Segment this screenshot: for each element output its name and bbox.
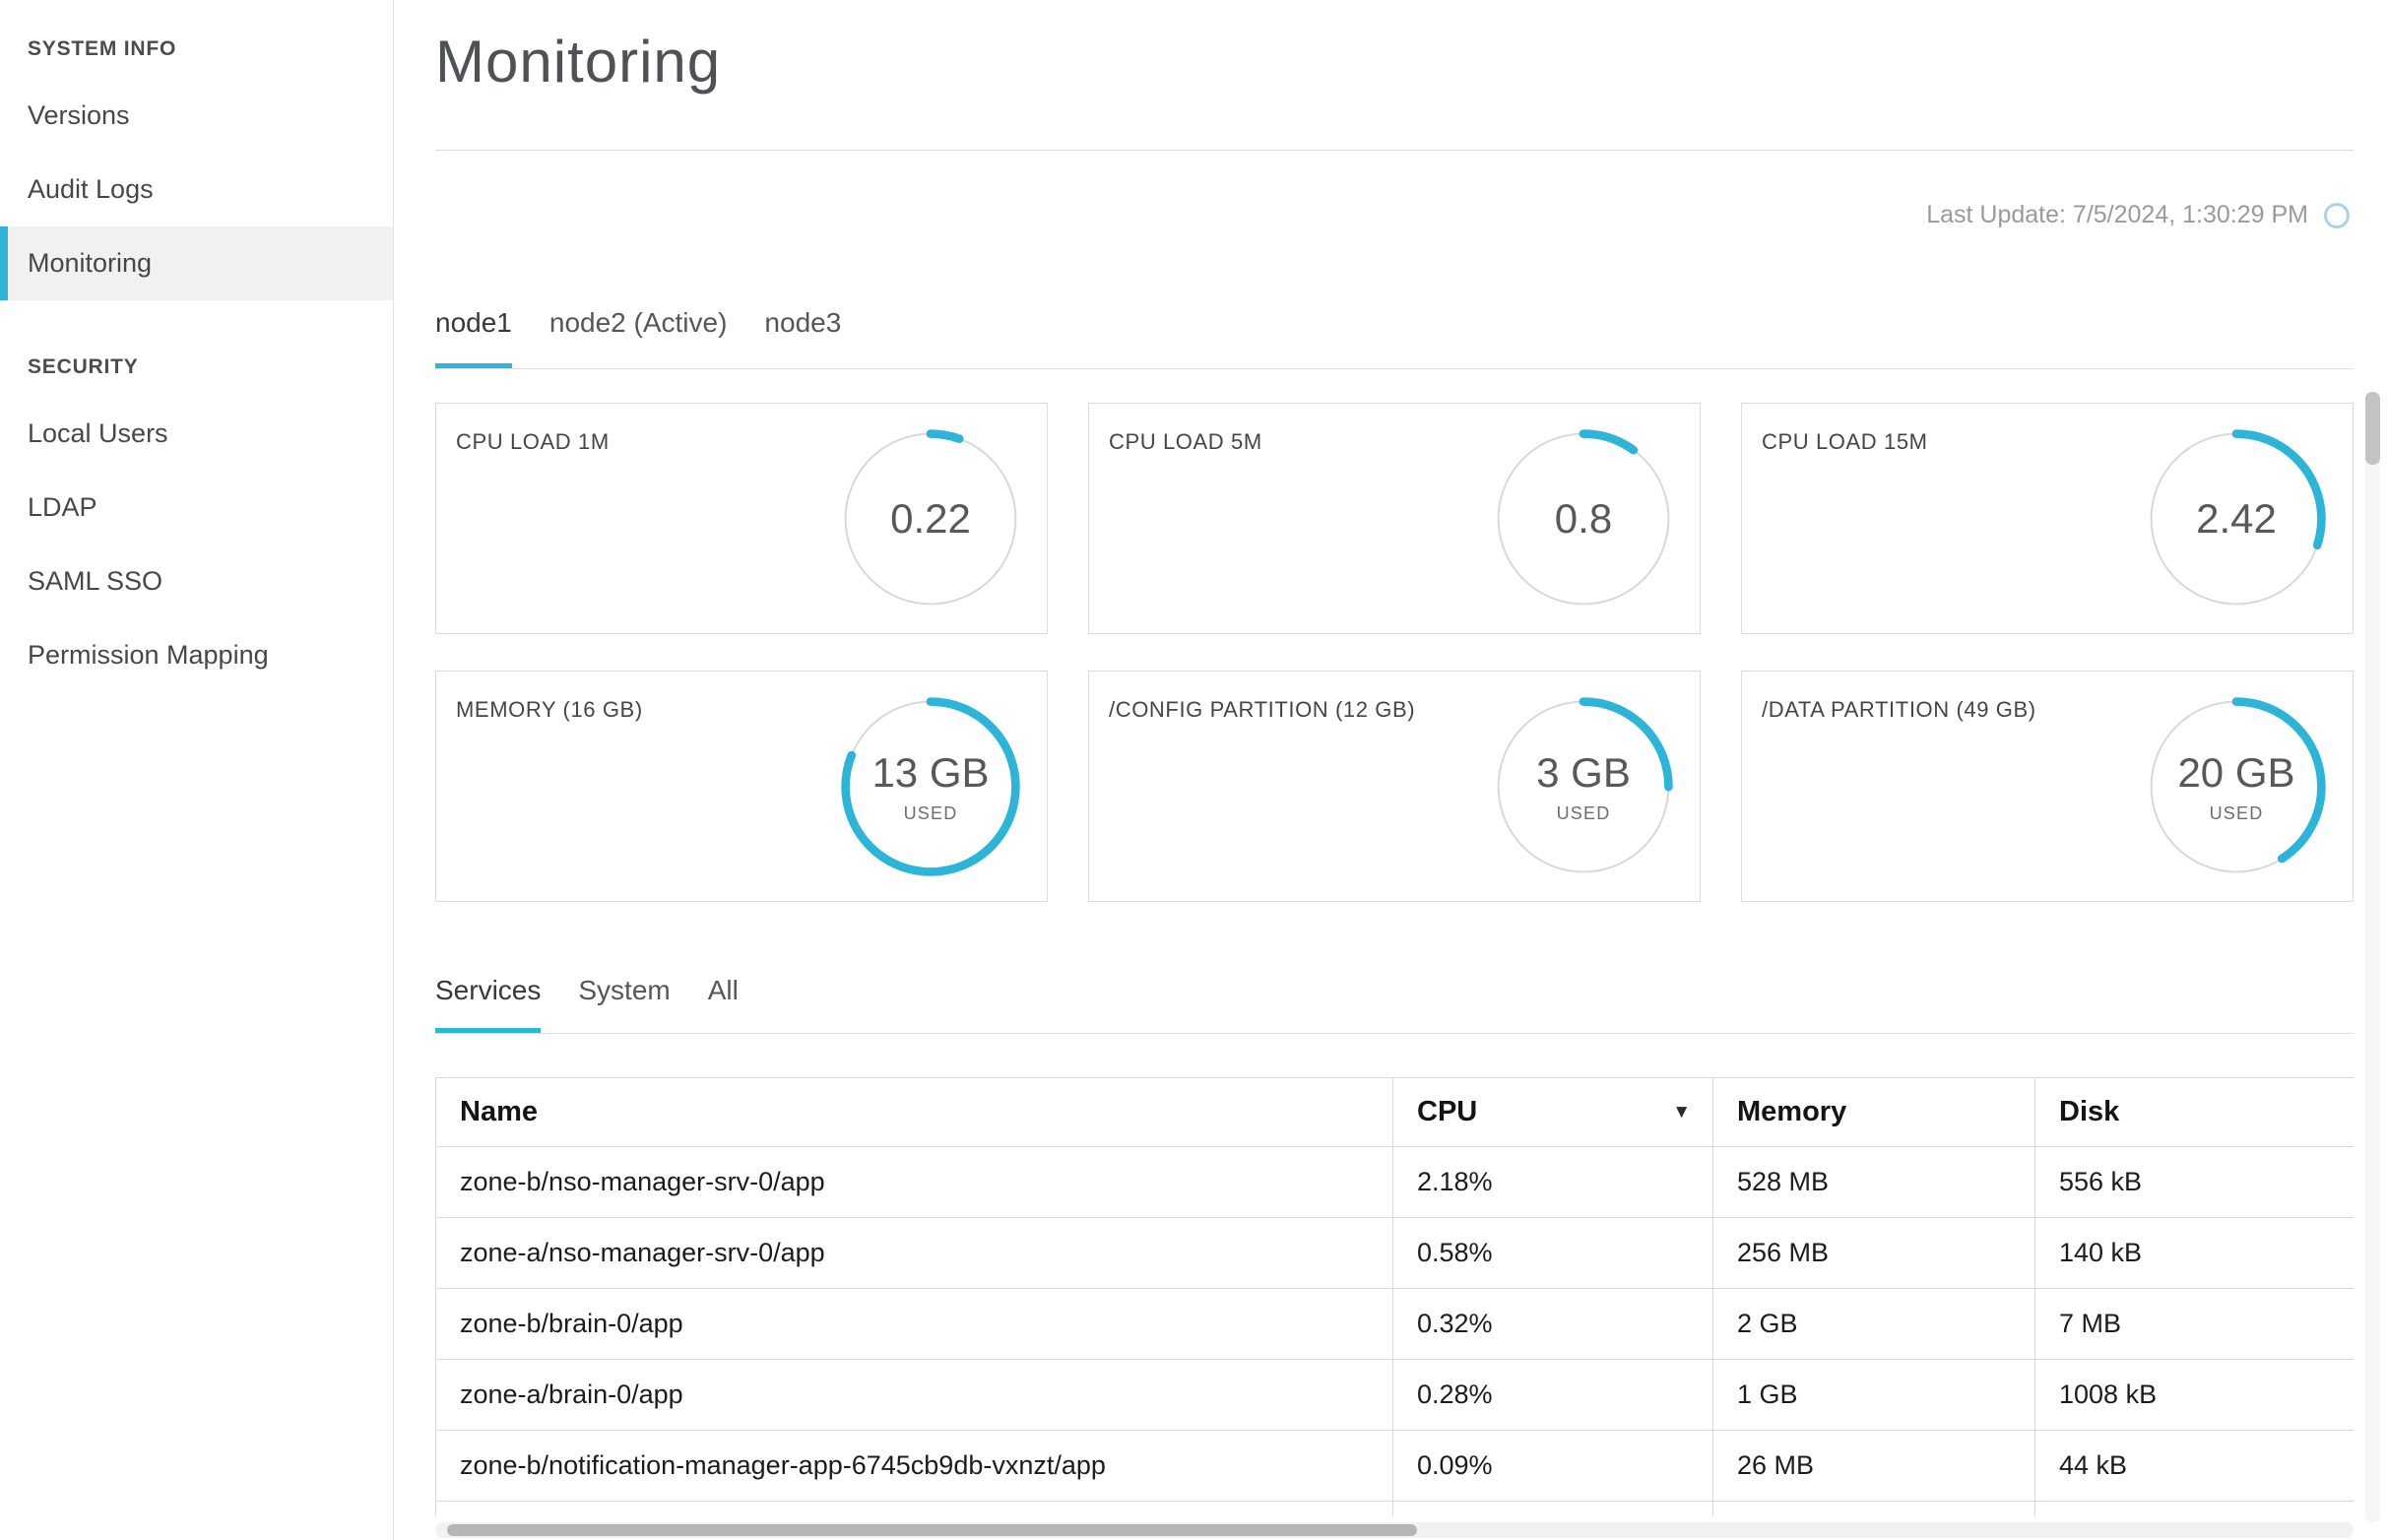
gauge-value: 0.8 <box>1554 495 1613 542</box>
gauge-value: 0.22 <box>890 495 971 542</box>
node-tab-bar: node1 node2 (Active) node3 <box>435 284 2354 369</box>
title-divider <box>435 150 2354 151</box>
gauge-sub-label: USED <box>2209 803 2264 823</box>
cell-memory: 528 MB <box>1712 1146 2035 1218</box>
sidebar-item-monitoring[interactable]: Monitoring <box>0 226 393 300</box>
gauge-sub-label: USED <box>1556 803 1611 823</box>
table-row: zone-b/notification-manager-app-6745cb9d… <box>435 1430 2354 1502</box>
gauge-ring: 0.22 <box>836 424 1025 613</box>
cell-disk: 7 MB <box>2034 1288 2354 1360</box>
services-table-container: Name CPU ▼ Memory Disk zone-b/nso-manage… <box>435 1077 2354 1516</box>
col-header-disk[interactable]: Disk <box>2034 1077 2354 1147</box>
table-row-partial <box>435 1501 2354 1516</box>
sidebar-section-system-info: SYSTEM INFO Versions Audit Logs Monitori… <box>0 30 393 300</box>
cell-memory: 256 MB <box>1712 1217 2035 1289</box>
sidebar-section-title: SYSTEM INFO <box>28 37 177 60</box>
col-header-memory[interactable]: Memory <box>1712 1077 2035 1147</box>
cell-name: zone-a/nso-manager-srv-0/app <box>435 1217 1393 1289</box>
cell-memory: 2 GB <box>1712 1288 2035 1360</box>
gauge-label: CPU LOAD 5M <box>1109 429 1262 454</box>
tab-node3[interactable]: node3 <box>764 307 842 338</box>
table-row: zone-b/nso-manager-srv-0/app 2.18% 528 M… <box>435 1146 2354 1218</box>
gauge-memory: MEMORY (16 GB) 13 GB USED <box>435 671 1048 902</box>
table-header-row: Name CPU ▼ Memory Disk <box>435 1077 2354 1147</box>
refresh-icon[interactable] <box>2324 202 2350 228</box>
cell-name: zone-b/nso-manager-srv-0/app <box>435 1146 1393 1218</box>
sidebar-item-local-users[interactable]: Local Users <box>28 418 168 448</box>
sidebar-item-permission-mapping[interactable]: Permission Mapping <box>28 640 269 670</box>
gauge-config-partition: /CONFIG PARTITION (12 GB) 3 GB USED <box>1088 671 1701 902</box>
col-header-cpu[interactable]: CPU ▼ <box>1392 1077 1713 1147</box>
col-header-cpu-label: CPU <box>1417 1096 1478 1127</box>
gauge-cpu-load-5m: CPU LOAD 5M 0.8 <box>1088 403 1701 634</box>
gauge-cpu-load-1m: CPU LOAD 1M 0.22 <box>435 403 1048 634</box>
gauge-value: 3 GB <box>1536 749 1631 796</box>
gauge-grid: CPU LOAD 1M 0.22 CPU LOAD 5M <box>435 403 2354 902</box>
gauge-cpu-load-15m: CPU LOAD 15M 2.42 <box>1741 403 2354 634</box>
cell-disk: 1008 kB <box>2034 1359 2354 1431</box>
last-update-text: Last Update: 7/5/2024, 1:30:29 PM <box>1926 201 2308 228</box>
cell-cpu: 2.18% <box>1392 1146 1713 1218</box>
sidebar-item-saml-sso[interactable]: SAML SSO <box>28 566 163 596</box>
tab-services[interactable]: Services <box>435 951 542 1033</box>
sidebar-item-ldap[interactable]: LDAP <box>28 492 97 522</box>
cell-disk: 140 kB <box>2034 1217 2354 1289</box>
cell-name: zone-a/brain-0/app <box>435 1359 1393 1431</box>
tab-all[interactable]: All <box>707 975 739 1005</box>
gauge-label: CPU LOAD 15M <box>1762 429 1928 454</box>
cell-cpu: 0.32% <box>1392 1288 1713 1360</box>
cell-cpu: 0.28% <box>1392 1359 1713 1431</box>
cell-memory: 1 GB <box>1712 1359 2035 1431</box>
table-row: zone-b/brain-0/app 0.32% 2 GB 7 MB <box>435 1288 2354 1360</box>
cell-memory: 26 MB <box>1712 1430 2035 1502</box>
sidebar-item-versions[interactable]: Versions <box>28 100 130 130</box>
table-row: zone-a/nso-manager-srv-0/app 0.58% 256 M… <box>435 1217 2354 1289</box>
tab-node1[interactable]: node1 <box>435 284 512 368</box>
gauge-label: /DATA PARTITION (49 GB) <box>1762 697 2036 722</box>
tab-node2[interactable]: node2 (Active) <box>548 307 728 338</box>
vertical-scrollbar-thumb[interactable] <box>2365 392 2380 465</box>
cell-disk: 44 kB <box>2034 1430 2354 1502</box>
gauge-value: 2.42 <box>2196 495 2277 542</box>
tab-system[interactable]: System <box>578 975 671 1005</box>
page-title: Monitoring <box>435 29 722 95</box>
sidebar-item-audit-logs[interactable]: Audit Logs <box>28 174 154 204</box>
gauge-value: 13 GB <box>871 749 990 796</box>
gauge-ring: 3 GB USED <box>1489 692 1678 881</box>
gauge-data-partition: /DATA PARTITION (49 GB) 20 GB USED <box>1741 671 2354 902</box>
cell-disk: 556 kB <box>2034 1146 2354 1218</box>
gauge-ring: 0.8 <box>1489 424 1678 613</box>
gauge-label: CPU LOAD 1M <box>456 429 610 454</box>
gauge-ring: 20 GB USED <box>2142 692 2331 881</box>
gauge-label: /CONFIG PARTITION (12 GB) <box>1109 697 1416 722</box>
horizontal-scrollbar[interactable] <box>435 1522 2354 1538</box>
horizontal-scrollbar-thumb[interactable] <box>447 1524 1417 1536</box>
sidebar-section-title: SECURITY <box>28 355 139 378</box>
gauge-label: MEMORY (16 GB) <box>456 697 643 722</box>
gauge-ring: 2.42 <box>2142 424 2331 613</box>
cell-name: zone-b/notification-manager-app-6745cb9d… <box>435 1430 1393 1502</box>
cell-name: zone-b/brain-0/app <box>435 1288 1393 1360</box>
gauge-ring: 13 GB USED <box>836 692 1025 881</box>
gauge-sub-label: USED <box>903 803 958 823</box>
view-tab-bar: Services System All <box>435 951 2354 1034</box>
cell-cpu: 0.58% <box>1392 1217 1713 1289</box>
sidebar: SYSTEM INFO Versions Audit Logs Monitori… <box>0 0 394 1540</box>
sidebar-section-security: SECURITY Local Users LDAP SAML SSO Permi… <box>0 348 393 692</box>
vertical-scrollbar[interactable] <box>2365 392 2380 1522</box>
services-table: Name CPU ▼ Memory Disk zone-b/nso-manage… <box>435 1077 2354 1516</box>
sort-caret-icon[interactable]: ▼ <box>1672 1101 1691 1123</box>
main-content: Monitoring Last Update: 7/5/2024, 1:30:2… <box>435 0 2354 1540</box>
cell-cpu: 0.09% <box>1392 1430 1713 1502</box>
col-header-name[interactable]: Name <box>435 1077 1393 1147</box>
gauge-value: 20 GB <box>2177 749 2295 796</box>
table-row: zone-a/brain-0/app 0.28% 1 GB 1008 kB <box>435 1359 2354 1431</box>
last-update-row: Last Update: 7/5/2024, 1:30:29 PM <box>1926 201 2350 229</box>
